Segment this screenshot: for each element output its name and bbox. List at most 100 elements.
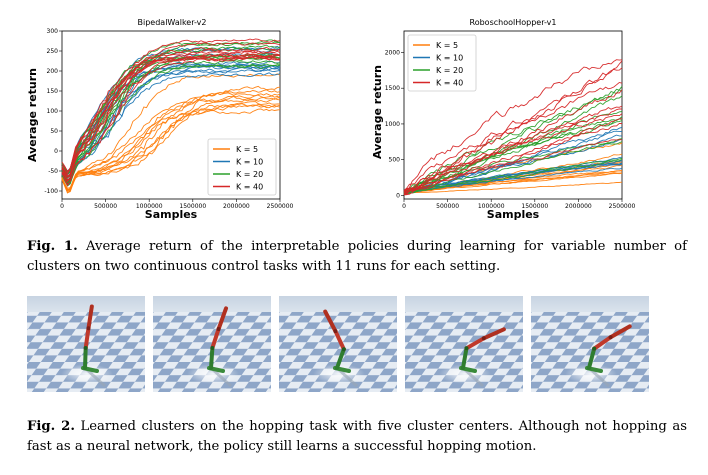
bipedalwalker-xtick-label: 500000 (94, 203, 117, 210)
roboschoolhopper-legend-entry: K = 5 (436, 41, 458, 50)
bipedalwalker-xtick-label: 2500000 (267, 203, 294, 210)
roboschoolhopper-series-line (403, 122, 623, 196)
bipedalwalker-series-line (61, 46, 281, 177)
roboschoolhopper-series-line (403, 141, 623, 194)
roboschoolhopper-ytick-label: 2000 (385, 49, 400, 56)
roboschoolhopper-legend-box (407, 34, 477, 92)
roboschoolhopper-ytick-label: 0 (396, 192, 400, 199)
figure-2-caption: Fig. 2. Learned clusters on the hopping … (27, 417, 687, 457)
bipedalwalker-series-line (61, 56, 281, 178)
bipedalwalker-series-line (61, 95, 281, 194)
bipedalwalker-series-line (61, 94, 281, 194)
roboschoolhopper-xtick-label: 0 (402, 203, 406, 210)
roboschoolhopper-series-line (403, 158, 623, 194)
roboschoolhopper-xlabel: Samples (487, 208, 540, 221)
bipedalwalker-ytick-label: 200 (47, 68, 59, 75)
bipedalwalker-series-line (61, 104, 281, 191)
bipedalwalker-xlabel: Samples (145, 208, 198, 221)
bipedalwalker-ylabel: Average return (26, 68, 39, 162)
roboschoolhopper-lines (403, 59, 623, 196)
roboschoolhopper-title: RoboschoolHopper-v1 (470, 18, 557, 27)
roboschoolhopper-series-line (403, 67, 623, 195)
roboschoolhopper-axes-frame (403, 30, 623, 200)
bipedalwalker-series-line (61, 63, 280, 181)
roboschoolhopper-series-line (403, 95, 623, 194)
bipedalwalker-legend-entry: K = 5 (236, 145, 258, 154)
bipedalwalker-ytick-label: -50 (48, 168, 58, 175)
roboschoolhopper-ytick-label: 500 (389, 157, 401, 164)
hopper-robot (207, 306, 233, 388)
bipedalwalker-ytick-label: 0 (54, 148, 58, 155)
bipedalwalker-series-line (61, 103, 281, 194)
bipedalwalker-ytick-label: 50 (50, 128, 58, 135)
hopper-robot (585, 324, 632, 388)
hopper-robot (459, 327, 506, 388)
bipedalwalker-ytick-label: 250 (47, 48, 59, 55)
roboschoolhopper-series-line (403, 60, 623, 192)
bipedalwalker-legend: K = 5 K = 10 K = 20 K = 40 (207, 138, 277, 196)
roboschoolhopper-series-line (403, 88, 623, 195)
roboschoolhopper-xtick-label: 2500000 (609, 203, 636, 210)
bipedalwalker-series-line (61, 55, 281, 175)
figure-1-charts: BipedalWalker-v2 0 500000 1000000 1500000 20… (26, 18, 636, 221)
bipedalwalker-ytick-label: 300 (47, 28, 59, 35)
roboschoolhopper-legend-entry: K = 40 (436, 79, 463, 88)
bipedalwalker-plot: BipedalWalker-v2 0 500000 1000000 1500000 20… (26, 18, 294, 221)
hopper-robot (81, 304, 107, 388)
hopper-frame-2 (153, 296, 271, 392)
hopper-frame-1 (27, 296, 145, 392)
roboschoolhopper-series-line (403, 59, 623, 193)
bipedalwalker-ytick-label: -100 (44, 188, 58, 195)
bipedalwalker-series-line (61, 98, 281, 189)
roboschoolhopper-xtick-label: 500000 (436, 203, 459, 210)
bipedalwalker-title: BipedalWalker-v2 (138, 18, 207, 27)
roboschoolhopper-series-line (403, 181, 623, 194)
hopper-frame-4 (405, 296, 523, 392)
bipedalwalker-legend-entry: K = 20 (236, 170, 263, 179)
bipedalwalker-legend-entry: K = 40 (236, 183, 263, 192)
hopper-frame-3 (279, 296, 397, 392)
bipedalwalker-series-line (61, 68, 281, 184)
roboschoolhopper-ytick-label: 1000 (385, 121, 400, 128)
bipedalwalker-xtick-label: 2000000 (223, 203, 250, 210)
hopper-robot (323, 309, 359, 388)
roboschoolhopper-xtick-label: 1000000 (478, 203, 505, 210)
hopper-frame-5 (531, 296, 649, 392)
figure-1-label: Fig. 1. (27, 239, 78, 254)
bipedalwalker-series-line (61, 49, 281, 183)
bipedalwalker-series-line (61, 53, 281, 173)
bipedalwalker-series-line (61, 72, 281, 185)
roboschoolhopper-series-line (403, 105, 623, 196)
figure-2-label: Fig. 2. (27, 419, 75, 434)
figure-1-caption: Fig. 1. Average return of the interpreta… (27, 237, 687, 277)
roboschoolhopper-legend: K = 5 K = 10 K = 20 K = 40 (407, 34, 477, 92)
roboschoolhopper-series-line (403, 172, 623, 195)
roboschoolhopper-series-line (403, 108, 622, 194)
roboschoolhopper-plot: RoboschoolHopper-v1 0 500000 1000000 150000… (371, 18, 636, 221)
bipedalwalker-legend-box (207, 138, 277, 196)
figure-2-caption-text: Learned clusters on the hopping task wit… (27, 419, 687, 454)
roboschoolhopper-xtick-label: 2000000 (565, 203, 592, 210)
bipedalwalker-legend-entry: K = 10 (236, 158, 263, 167)
roboschoolhopper-legend-entry: K = 20 (436, 66, 463, 75)
roboschoolhopper-series-line (403, 118, 623, 196)
bipedalwalker-xtick-label: 1000000 (136, 203, 163, 210)
roboschoolhopper-ytick-label: 1500 (385, 85, 400, 92)
figure-1-caption-text: Average return of the interpretable poli… (27, 239, 687, 274)
roboschoolhopper-ylabel: Average return (371, 65, 384, 159)
roboschoolhopper-legend-entry: K = 10 (436, 54, 463, 63)
bipedalwalker-series-line (61, 89, 281, 191)
roboschoolhopper-series-line (403, 89, 623, 193)
bipedalwalker-series-line (61, 49, 281, 172)
bipedalwalker-lines (61, 38, 281, 194)
roboschoolhopper-series-line (403, 86, 623, 196)
bipedalwalker-axes-frame (61, 30, 281, 200)
roboschoolhopper-series-line (403, 157, 623, 195)
figure-2-hopper-frames (27, 296, 652, 392)
bipedalwalker-series-line (61, 85, 281, 193)
bipedalwalker-series-line (61, 52, 281, 186)
bipedalwalker-ytick-label: 150 (47, 88, 59, 95)
bipedalwalker-xtick-label: 1500000 (179, 203, 206, 210)
bipedalwalker-series-line (61, 39, 281, 178)
roboschoolhopper-series-line (403, 82, 623, 192)
